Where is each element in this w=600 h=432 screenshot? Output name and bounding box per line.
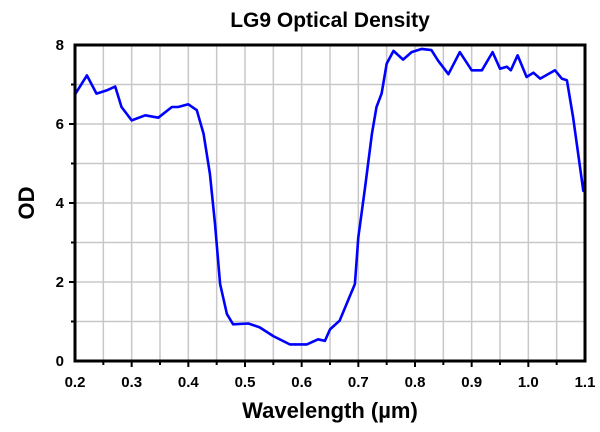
x-tick-label: 0.2	[65, 374, 86, 391]
x-tick-label: 0.8	[405, 374, 426, 391]
x-axis-label: Wavelength (µm)	[242, 398, 418, 423]
x-tick-label: 0.3	[121, 374, 142, 391]
y-tick-label: 8	[56, 37, 64, 54]
x-tick-label: 1.1	[575, 374, 596, 391]
x-tick-label: 0.7	[348, 374, 369, 391]
chart-title: LG9 Optical Density	[230, 9, 430, 32]
x-tick-label: 1.0	[518, 374, 539, 391]
x-tick-label: 0.9	[461, 374, 482, 391]
axis-ticks: 0.2 0.3 0.4 0.5 0.6 0.7 0.8 0.9 1.0 1.1 0 2 4 6 8	[56, 37, 596, 391]
series-line	[73, 47, 587, 346]
x-tick-label: 0.5	[235, 374, 256, 391]
y-tick-label: 0	[56, 353, 64, 370]
y-tick-label: 2	[56, 274, 64, 291]
x-tick-label: 0.6	[291, 374, 312, 391]
x-tick-label: 0.4	[178, 374, 200, 391]
y-axis-label: OD	[14, 187, 39, 220]
grid	[75, 45, 585, 361]
y-tick-label: 4	[56, 195, 65, 212]
plot-frame	[73, 43, 587, 363]
y-tick-label: 6	[56, 116, 64, 133]
